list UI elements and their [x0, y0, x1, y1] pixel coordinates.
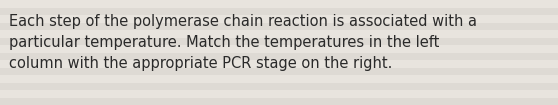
Bar — [0, 7, 558, 15]
Bar — [0, 45, 558, 52]
Bar — [0, 90, 558, 98]
Text: Each step of the polymerase chain reaction is associated with a
particular tempe: Each step of the polymerase chain reacti… — [9, 14, 477, 71]
Bar — [0, 60, 558, 68]
Bar — [0, 83, 558, 90]
Bar — [0, 30, 558, 37]
Bar — [0, 52, 558, 60]
Bar — [0, 68, 558, 75]
Bar — [0, 98, 558, 105]
Bar — [0, 22, 558, 30]
Bar — [0, 75, 558, 83]
Bar — [0, 15, 558, 22]
Bar — [0, 0, 558, 7]
Bar — [0, 37, 558, 45]
